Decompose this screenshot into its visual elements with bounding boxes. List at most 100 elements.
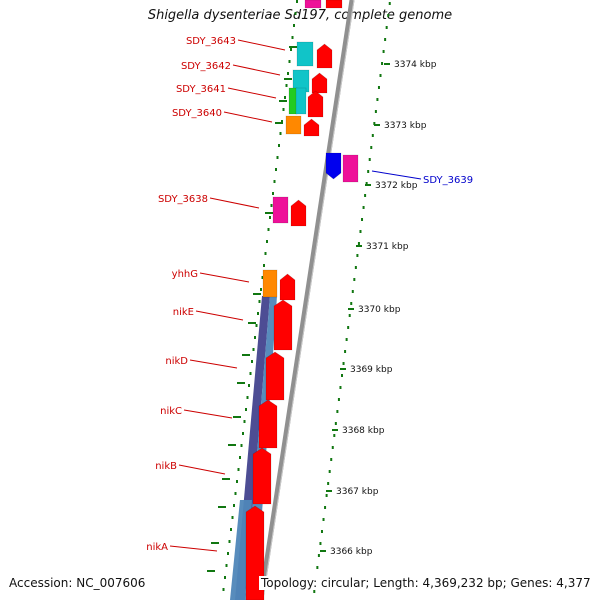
right-tick [342,362,345,365]
left-tick [258,300,261,303]
right-tick [381,62,384,65]
kbp-scale-label: 3373 kbp [384,121,427,131]
left-tick [233,504,235,507]
right-tick [377,86,380,89]
kbp-major-tick [326,490,332,492]
right-tick [339,386,342,389]
right-tick [319,542,322,545]
leader-lines-layer [169,39,422,552]
backbone-layer [258,0,355,600]
left-tick [275,168,277,171]
left-tick [270,204,273,207]
left-tick [290,48,292,51]
backbone-line [258,0,355,600]
left-tick [287,72,289,75]
left-tick [276,156,279,159]
right-tick [322,518,325,521]
leader-line [195,310,244,321]
left-tick [252,348,255,351]
left-tick [267,228,270,231]
right-tick [347,326,350,329]
map-title: Shigella dysenteriae Sd197, complete gen… [147,8,453,23]
left-tick [239,456,241,459]
left-tick [227,552,229,555]
right-tick [344,350,347,353]
gene-sdy3639-box [342,154,359,183]
topology-text: Topology: circular; Length: 4,369,232 bp… [259,576,593,590]
right-tick [324,506,327,509]
right-tick [374,110,377,113]
left-tick [231,516,234,519]
left-tick [288,60,291,63]
gene-label: yhhG [172,269,198,280]
right-tick [388,2,391,5]
left-tick [243,420,246,423]
kbp-major-tick [348,308,354,310]
left-tick [255,324,258,327]
left-tick [236,480,238,483]
gene-nikc-arrow [258,399,278,449]
accession-text: Accession: NC_007606 [7,576,148,590]
right-tick [317,554,320,557]
kbp-major-tick [332,429,338,431]
kbp-scale-label: 3370 kbp [358,305,401,315]
right-tick [337,398,340,401]
kbp-scale-label: 3369 kbp [350,365,393,375]
left-major-tick [237,382,245,384]
right-tick [356,254,359,257]
left-tick [285,84,288,87]
left-tick [284,96,286,99]
right-tick [313,590,316,593]
left-tick [293,24,295,27]
right-tick [382,50,385,53]
leader-line [371,170,422,180]
right-tick [350,302,353,305]
right-tick [385,26,388,29]
left-tick [296,0,298,3]
right-tick [387,14,390,17]
kbp-major-tick [340,368,346,370]
left-tick [291,36,294,39]
right-tick [376,98,379,101]
backbone-highlight [262,0,355,600]
left-major-tick [279,100,287,102]
right-tick [320,530,323,533]
left-tick [222,588,225,591]
gene-yhhg-arrow [279,273,296,301]
right-tick [316,566,319,569]
gene-sdy3640-arrow [303,118,320,137]
left-tick [294,12,297,15]
gene-label: nikC [160,406,182,417]
gene-label: SDY_3642 [181,61,231,72]
left-tick [260,288,262,291]
left-tick [249,372,252,375]
gene-label: SDY_3640 [172,108,222,119]
left-major-tick [253,293,261,295]
left-tick [279,132,282,135]
right-tick [364,194,367,197]
left-tick [230,528,232,531]
left-major-tick [207,570,215,572]
right-tick [327,482,330,485]
right-tick [370,146,373,149]
left-tick [225,564,228,567]
gene-nikb-arrow [252,447,272,505]
left-tick [272,192,274,195]
gene-top-partial-left [304,0,322,9]
left-tick [224,576,226,579]
kbp-major-tick [320,550,326,552]
right-tick [348,314,351,317]
left-tick [278,144,280,147]
leader-line [189,359,238,369]
right-tick [365,182,368,185]
gene-sdy3638-arrow [290,199,307,227]
right-tick [361,218,364,221]
leader-line [178,464,226,475]
left-major-tick [233,416,241,418]
left-tick [273,180,276,183]
leader-line [209,197,260,209]
left-tick [245,408,247,411]
left-major-tick [248,322,256,324]
kbp-scale-label: 3374 kbp [394,60,437,70]
